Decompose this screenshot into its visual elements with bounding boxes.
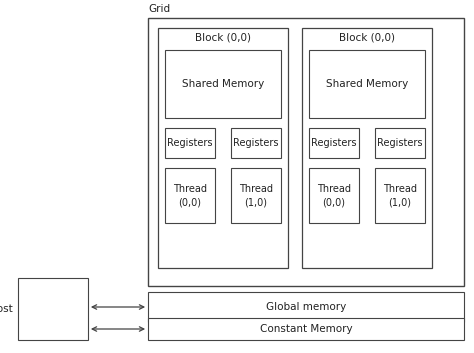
Bar bbox=[375, 168, 425, 223]
Text: Shared Memory: Shared Memory bbox=[326, 79, 408, 89]
Text: Registers: Registers bbox=[311, 138, 357, 148]
Text: Block (0,0): Block (0,0) bbox=[339, 32, 395, 42]
Bar bbox=[302, 28, 432, 268]
Bar bbox=[165, 168, 215, 223]
Bar bbox=[18, 278, 88, 340]
Text: Registers: Registers bbox=[167, 138, 213, 148]
Text: Thread
(1,0): Thread (1,0) bbox=[239, 184, 273, 208]
Bar bbox=[309, 50, 425, 118]
Bar bbox=[165, 128, 215, 158]
Text: Thread
(0,0): Thread (0,0) bbox=[173, 184, 207, 208]
Text: Block (0,0): Block (0,0) bbox=[195, 32, 251, 42]
Bar bbox=[148, 292, 464, 322]
Bar bbox=[231, 128, 281, 158]
Text: Global memory: Global memory bbox=[266, 302, 346, 312]
Bar bbox=[148, 18, 464, 286]
Text: Host: Host bbox=[0, 304, 13, 314]
Text: Thread
(0,0): Thread (0,0) bbox=[317, 184, 351, 208]
Bar bbox=[158, 28, 288, 268]
Bar bbox=[148, 318, 464, 340]
Bar bbox=[231, 168, 281, 223]
Bar bbox=[375, 128, 425, 158]
Text: Shared Memory: Shared Memory bbox=[182, 79, 264, 89]
Text: Registers: Registers bbox=[233, 138, 279, 148]
Bar bbox=[309, 128, 359, 158]
Text: Thread
(1,0): Thread (1,0) bbox=[383, 184, 417, 208]
Bar bbox=[309, 168, 359, 223]
Text: Registers: Registers bbox=[377, 138, 423, 148]
Text: Grid: Grid bbox=[148, 4, 170, 14]
Text: Constant Memory: Constant Memory bbox=[260, 324, 352, 334]
Bar bbox=[165, 50, 281, 118]
